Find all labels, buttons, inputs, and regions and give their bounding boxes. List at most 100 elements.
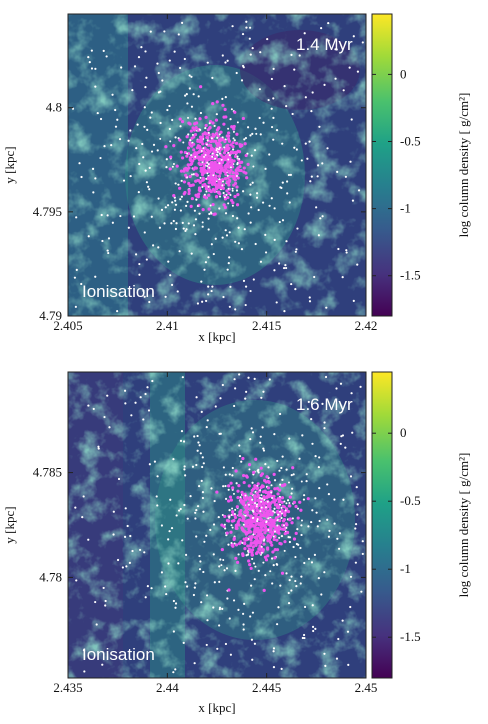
star-particle bbox=[201, 185, 204, 188]
young-star-particle bbox=[253, 525, 257, 529]
young-star-particle bbox=[210, 161, 214, 166]
star-particle bbox=[307, 557, 311, 560]
star-particle bbox=[181, 221, 184, 224]
star-particle bbox=[150, 587, 153, 590]
star-particle bbox=[192, 93, 195, 96]
star-particle bbox=[230, 513, 233, 516]
star-particle bbox=[283, 500, 286, 503]
star-particle bbox=[288, 540, 291, 544]
star-particle bbox=[310, 520, 313, 524]
star-particle bbox=[272, 97, 275, 100]
run-label: Ionisation bbox=[82, 282, 155, 301]
star-particle bbox=[174, 199, 177, 202]
star-particle bbox=[293, 146, 296, 149]
star-particle bbox=[266, 37, 269, 41]
young-star-particle bbox=[241, 552, 245, 556]
star-particle bbox=[270, 107, 273, 110]
young-star-particle bbox=[234, 469, 238, 473]
star-particle bbox=[207, 293, 210, 296]
star-particle bbox=[356, 70, 360, 73]
star-particle bbox=[333, 498, 336, 501]
star-particle bbox=[350, 118, 353, 121]
star-particle bbox=[174, 668, 177, 671]
star-particle bbox=[143, 125, 146, 128]
star-particle bbox=[323, 83, 326, 86]
star-particle bbox=[303, 636, 306, 640]
star-particle bbox=[253, 578, 256, 581]
star-particle bbox=[255, 132, 258, 135]
star-particle bbox=[242, 279, 246, 282]
young-star-particle bbox=[168, 167, 172, 171]
star-particle bbox=[207, 163, 210, 166]
star-particle bbox=[291, 517, 294, 520]
star-particle bbox=[272, 650, 275, 653]
star-particle bbox=[296, 528, 299, 531]
young-star-particle bbox=[264, 527, 268, 531]
young-star-particle bbox=[275, 530, 279, 534]
star-particle bbox=[290, 53, 293, 56]
star-particle bbox=[121, 566, 124, 569]
star-particle bbox=[253, 642, 257, 645]
y-tick-label: 4.79 bbox=[39, 308, 62, 323]
young-star-particle bbox=[178, 138, 182, 142]
star-particle bbox=[234, 240, 237, 243]
star-particle bbox=[355, 486, 358, 489]
colorbar-label: log column density [ g/cm²] bbox=[456, 453, 471, 598]
star-particle bbox=[201, 496, 205, 500]
star-particle bbox=[335, 387, 338, 390]
star-particle bbox=[270, 77, 273, 81]
star-particle bbox=[87, 538, 90, 541]
young-star-particle bbox=[250, 553, 255, 557]
young-star-particle bbox=[240, 500, 244, 504]
star-particle bbox=[279, 584, 282, 587]
star-particle bbox=[172, 599, 175, 603]
colorbar-tick-label: 0 bbox=[400, 66, 407, 81]
star-particle bbox=[301, 636, 304, 640]
star-particle bbox=[288, 201, 291, 204]
young-star-particle bbox=[229, 150, 234, 154]
star-particle bbox=[96, 111, 99, 115]
young-star-particle bbox=[206, 176, 211, 180]
star-particle bbox=[212, 174, 215, 177]
star-particle bbox=[267, 528, 270, 531]
star-particle bbox=[264, 463, 267, 466]
star-particle bbox=[142, 289, 145, 292]
star-particle bbox=[356, 503, 359, 506]
star-particle bbox=[191, 173, 194, 176]
star-particle bbox=[228, 231, 231, 234]
star-particle bbox=[163, 30, 166, 33]
young-star-particle bbox=[234, 556, 238, 560]
star-particle bbox=[267, 517, 270, 520]
star-particle bbox=[200, 601, 203, 604]
young-star-particle bbox=[236, 520, 240, 524]
star-particle bbox=[125, 565, 128, 568]
star-particle bbox=[182, 227, 185, 230]
star-particle bbox=[218, 152, 221, 155]
y-ticks: 4.79 4.795 4.8 bbox=[33, 100, 366, 323]
star-particle bbox=[186, 176, 189, 179]
star-particle bbox=[257, 208, 260, 212]
star-particle bbox=[179, 125, 182, 128]
star-particle bbox=[314, 627, 317, 630]
young-star-particle bbox=[241, 518, 246, 523]
star-particle bbox=[122, 179, 126, 182]
star-particle bbox=[90, 67, 94, 70]
young-star-particle bbox=[217, 185, 221, 189]
star-particle bbox=[251, 658, 254, 661]
young-star-particle bbox=[291, 466, 295, 470]
star-particle bbox=[229, 118, 232, 121]
star-particle bbox=[262, 561, 265, 564]
young-star-particle bbox=[251, 487, 256, 491]
star-particle bbox=[318, 456, 321, 459]
star-particle bbox=[233, 139, 236, 142]
star-particle bbox=[303, 32, 306, 35]
star-particle bbox=[305, 473, 308, 476]
star-particle bbox=[283, 85, 286, 88]
star-particle bbox=[264, 506, 267, 509]
star-particle bbox=[334, 77, 337, 80]
star-particle bbox=[88, 61, 91, 64]
young-star-particle bbox=[248, 530, 253, 534]
star-particle bbox=[251, 481, 254, 484]
young-star-particle bbox=[253, 497, 257, 501]
young-star-particle bbox=[220, 547, 224, 552]
